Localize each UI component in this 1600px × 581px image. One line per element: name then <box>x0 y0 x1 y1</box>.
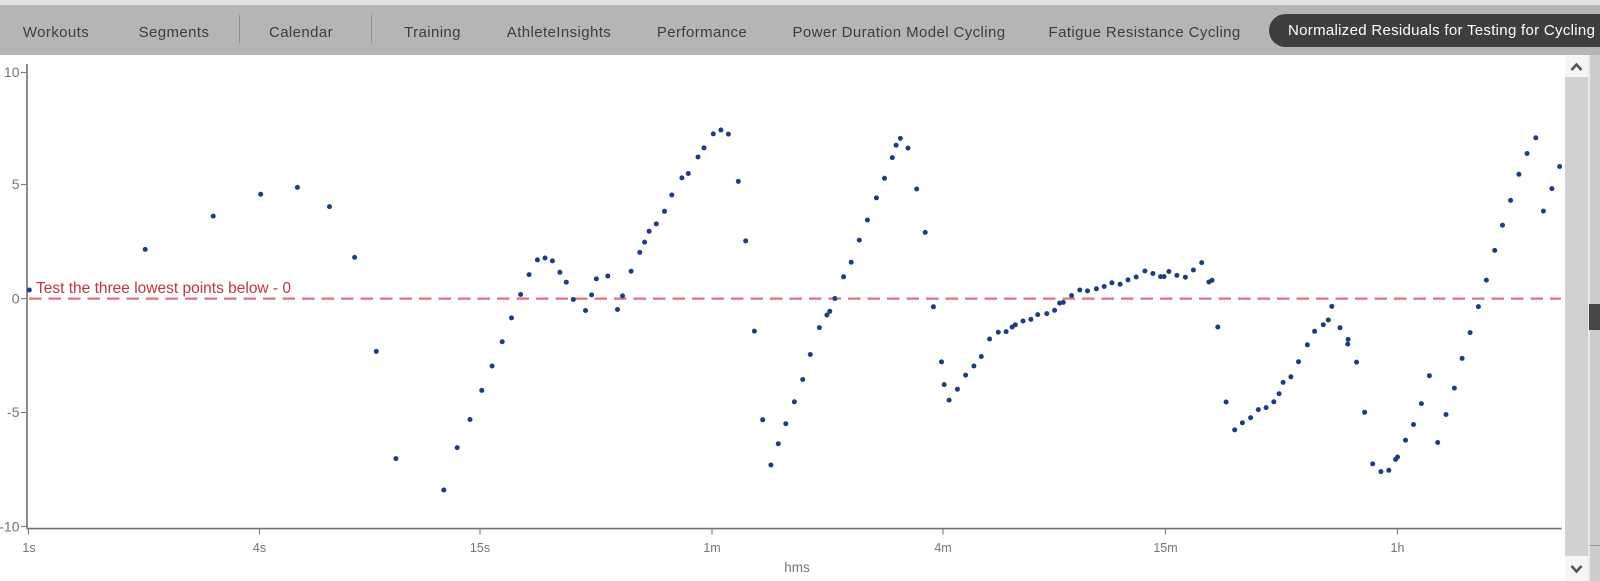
svg-text:15s: 15s <box>470 541 490 555</box>
svg-text:15m: 15m <box>1153 541 1177 555</box>
svg-text:4s: 4s <box>253 541 266 555</box>
svg-text:1s: 1s <box>22 541 35 555</box>
svg-text:5: 5 <box>12 176 20 192</box>
svg-text:4m: 4m <box>934 541 951 555</box>
svg-text:hms: hms <box>784 560 810 575</box>
svg-text:Test the three lowest points b: Test the three lowest points below - 0 <box>36 280 291 297</box>
svg-text:1m: 1m <box>703 541 720 555</box>
svg-text:0: 0 <box>12 291 20 307</box>
svg-text:-10: -10 <box>0 519 20 535</box>
svg-text:10: 10 <box>4 64 20 80</box>
svg-text:-5: -5 <box>7 404 20 420</box>
svg-text:1h: 1h <box>1391 541 1405 555</box>
